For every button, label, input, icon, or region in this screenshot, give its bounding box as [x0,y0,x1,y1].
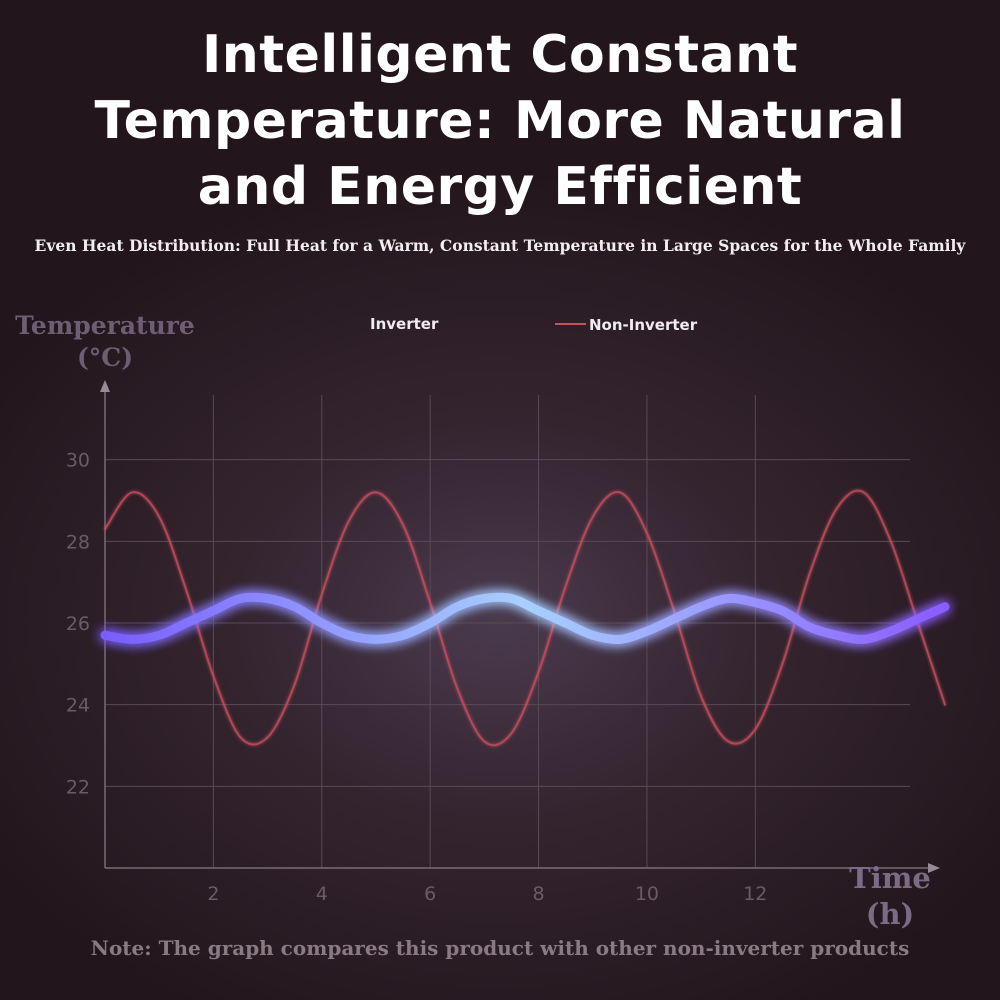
legend-label: Inverter [370,315,439,333]
y-tick-label: 28 [66,531,90,553]
x-tick-label: 4 [316,883,328,905]
inverter-line [100,592,950,644]
x-tick-label: 2 [207,883,219,905]
note: Note: The graph compares this product wi… [90,936,910,960]
x-axis-arrow [928,863,940,873]
x-tick-label: 12 [743,883,767,905]
legend-label: Non-Inverter [589,316,698,334]
chart-subtitle: Even Heat Distribution: Full Heat for a … [34,236,966,255]
y-tick-label: 30 [66,450,90,472]
non-inverter-line [104,489,946,747]
x-tick-label: 6 [424,883,436,905]
x-axis-label: Time (h) [849,861,931,931]
y-tick-label: 26 [66,613,90,635]
y-axis-arrow [100,380,110,392]
y-axis-label: Temperature (°C) [15,311,195,372]
chart-title: Intelligent Constant Temperature: More N… [94,25,906,217]
x-tick-label: 10 [635,883,659,905]
x-tick-label: 8 [533,883,545,905]
y-tick-label: 22 [66,776,90,798]
y-tick-label: 24 [66,695,90,717]
